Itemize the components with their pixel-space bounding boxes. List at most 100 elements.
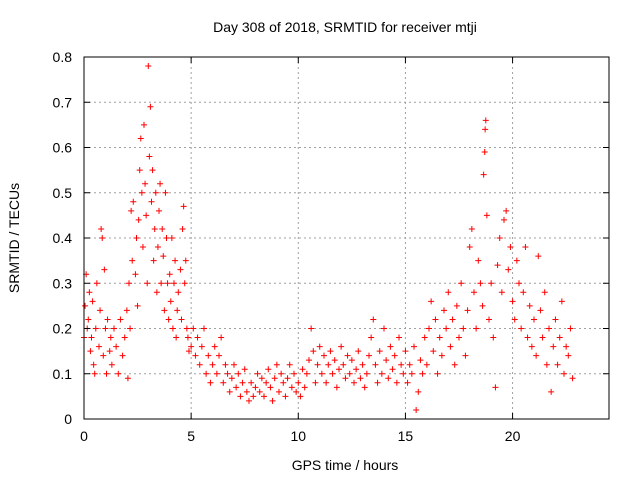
y-tick-label: 0.5 <box>53 185 73 201</box>
data-point <box>233 384 240 391</box>
data-point <box>385 375 392 382</box>
data-point <box>126 280 132 287</box>
data-point <box>145 63 152 70</box>
data-point <box>192 352 199 359</box>
data-point <box>147 103 154 110</box>
data-point <box>121 334 128 341</box>
data-point <box>297 393 304 400</box>
data-point <box>430 348 437 355</box>
data-point <box>175 289 182 296</box>
data-point <box>108 361 115 368</box>
data-point <box>162 189 169 196</box>
data-point <box>172 257 179 264</box>
data-point <box>312 379 319 386</box>
data-point <box>516 280 522 287</box>
data-point <box>201 325 207 332</box>
data-point <box>169 325 176 332</box>
data-point <box>479 302 486 309</box>
data-point <box>342 375 349 382</box>
data-point <box>89 298 96 305</box>
x-axis-label: GPS time / hours <box>292 457 399 473</box>
data-point <box>460 325 467 332</box>
data-point <box>355 348 362 355</box>
data-point <box>483 212 490 219</box>
data-point <box>156 207 162 214</box>
data-point <box>254 370 261 377</box>
data-point <box>563 343 570 350</box>
data-point <box>133 235 140 241</box>
data-point <box>86 289 93 296</box>
data-point <box>318 370 325 377</box>
data-point <box>492 384 499 391</box>
data-point <box>134 302 141 309</box>
data-point <box>178 316 185 323</box>
data-point <box>90 361 97 368</box>
data-point <box>288 384 295 391</box>
data-point <box>488 280 495 287</box>
data-point <box>207 379 214 386</box>
data-point <box>299 366 306 373</box>
data-point <box>480 171 487 178</box>
data-point <box>535 253 542 260</box>
data-point <box>273 361 280 368</box>
ticks: 0 5 10 15 20 0 0.1 0.2 0.3 0.4 0.5 0.6 0.7 0.8 <box>53 49 609 444</box>
data-point <box>218 334 225 341</box>
data-point <box>323 379 330 386</box>
data-point <box>183 325 190 332</box>
data-point <box>220 379 227 386</box>
data-point <box>561 370 567 377</box>
data-point <box>165 316 172 323</box>
data-point <box>449 316 456 323</box>
data-point <box>164 280 171 287</box>
data-point <box>203 370 210 377</box>
data-point <box>387 343 394 350</box>
data-point <box>130 198 137 205</box>
data-point <box>333 384 340 391</box>
data-point <box>138 189 145 196</box>
data-point <box>194 334 201 341</box>
data-point <box>150 257 157 264</box>
data-point <box>477 280 484 287</box>
data-point <box>211 343 218 350</box>
data-point <box>246 397 252 404</box>
data-point <box>372 361 379 368</box>
data-point <box>152 189 159 196</box>
data-point <box>400 370 407 377</box>
y-tick-label: 0.3 <box>53 275 73 291</box>
data-point <box>96 343 102 350</box>
plot-frame <box>83 56 610 420</box>
data-point <box>237 393 244 400</box>
y-tick-label: 0.1 <box>53 366 73 382</box>
data-point <box>184 334 191 341</box>
data-point <box>102 325 109 332</box>
data-point <box>565 352 572 359</box>
y-tick-label: 0.2 <box>53 321 73 337</box>
data-point <box>188 343 195 350</box>
data-point <box>186 348 192 355</box>
x-tick-label: 20 <box>505 428 521 444</box>
data-point <box>141 121 147 128</box>
data-point <box>428 298 435 305</box>
data-point <box>137 135 144 142</box>
data-point <box>263 379 270 386</box>
data-points <box>81 63 576 413</box>
data-point <box>511 316 518 323</box>
data-point <box>160 253 167 260</box>
data-point <box>157 180 164 187</box>
data-point <box>226 388 233 395</box>
data-point <box>111 325 117 332</box>
data-point <box>146 153 153 160</box>
data-point <box>127 325 134 332</box>
data-point <box>389 366 396 373</box>
data-point <box>537 307 544 314</box>
data-point <box>142 180 149 187</box>
data-point <box>458 280 465 287</box>
x-tick-label: 5 <box>187 428 195 444</box>
data-point <box>426 325 432 332</box>
data-point <box>353 366 360 373</box>
data-point <box>310 348 317 355</box>
data-point <box>196 361 203 368</box>
data-point <box>301 384 308 391</box>
data-point <box>325 361 332 368</box>
data-point <box>558 298 565 305</box>
